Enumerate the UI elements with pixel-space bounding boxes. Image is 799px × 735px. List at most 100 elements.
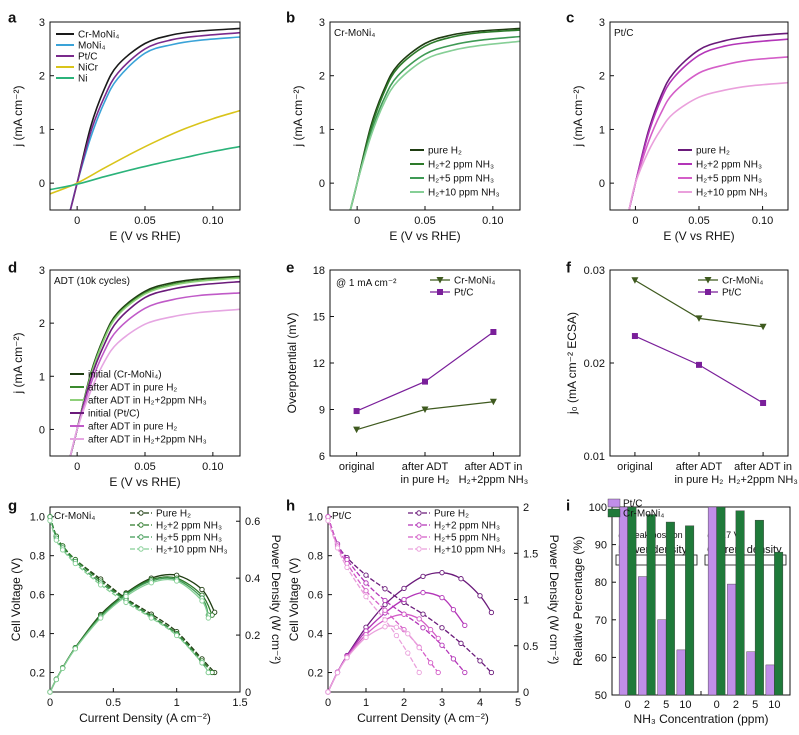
voltage-point xyxy=(72,560,78,567)
series-line xyxy=(50,145,240,191)
power-line xyxy=(49,576,213,693)
legend-label: pure H₂ xyxy=(428,146,462,157)
panel-a-y-ticks: 0 1 2 3 xyxy=(39,17,54,190)
x-tick-label-line2: H₂+2ppm NH₃ xyxy=(728,474,798,486)
legend-swatch xyxy=(607,508,621,518)
panel-b-ylabel: j (mA cm⁻²) xyxy=(291,86,305,148)
panel-h-title: Pt/C xyxy=(332,511,351,522)
y-tick-label: 0.01 xyxy=(584,451,605,463)
panel-b-plot xyxy=(349,27,520,210)
panel-h-y-ticks: 0.2 0.4 0.6 0.8 1.0 xyxy=(308,512,332,680)
bar xyxy=(618,506,628,696)
panel-g-right-ylabel: Power Density (W cm⁻²) xyxy=(269,535,283,665)
y-tick-label: 0.8 xyxy=(30,551,45,563)
voltage-line xyxy=(49,516,216,673)
voltage-point xyxy=(205,669,211,676)
y-tick-label: 0.6 xyxy=(308,590,323,602)
panel-g-x-ticks: 0 0.5 1 1.5 xyxy=(47,688,248,709)
panel-h-right-ylabel: Power Density (W cm⁻²) xyxy=(547,535,561,665)
voltage-point xyxy=(47,517,53,524)
voltage-point xyxy=(123,599,129,606)
x-tick-label: 0 xyxy=(74,461,80,473)
bar xyxy=(746,651,756,696)
x-tick-label: after ADT xyxy=(402,461,449,473)
y-tick-label: 0 xyxy=(245,687,251,699)
data-point xyxy=(353,426,361,434)
x-tick-label: 0.5 xyxy=(106,697,121,709)
legend-label: Ni xyxy=(78,74,87,85)
bar xyxy=(627,506,637,696)
x-tick-label: after ADT in xyxy=(464,461,522,473)
data-point xyxy=(421,406,429,413)
panel-h-right-y-ticks: 0 0.5 1 1.5 2 xyxy=(514,502,538,699)
power-point xyxy=(458,576,464,582)
legend-label: H₂+5 ppm NH₃ xyxy=(696,174,762,185)
y-tick-label: 0.4 xyxy=(30,629,45,641)
x-tick-label: 0.05 xyxy=(688,215,709,227)
legend-marker xyxy=(436,277,444,284)
panel-d-legend: initial (Cr-MoNi₄) after ADT in pure H₂ af… xyxy=(70,370,207,446)
data-point xyxy=(489,398,497,406)
bar xyxy=(707,506,717,696)
series-line xyxy=(69,308,240,456)
legend-label: H₂+10 ppm NH₃ xyxy=(156,545,228,556)
legend-label: H₂+10 ppm NH₃ xyxy=(428,188,500,199)
legend-label: Cr-MoNi₄ xyxy=(623,509,664,520)
y-tick-label: 1.0 xyxy=(308,512,323,524)
power-point xyxy=(401,585,407,592)
bar xyxy=(665,521,675,696)
y-tick-label: 70 xyxy=(595,615,607,627)
y-tick-label: 1 xyxy=(319,124,325,136)
panel-c-title: Pt/C xyxy=(614,28,633,39)
panel-c-xlabel: E (V vs RHE) xyxy=(663,229,734,243)
panel-letter-b: b xyxy=(286,9,295,26)
x-tick-label: 3 xyxy=(439,697,445,709)
y-tick-label: 60 xyxy=(595,652,607,664)
y-tick-label: 0.4 xyxy=(308,629,323,641)
panel-a-x-ticks: 0 0.05 0.10 xyxy=(74,206,224,227)
y-tick-label: 0.2 xyxy=(30,668,45,680)
panel-letter-f: f xyxy=(566,259,572,276)
x-tick-label-line2: H₂+2ppm NH₃ xyxy=(459,474,529,486)
panel-f-y-ticks: 0.01 0.02 0.03 xyxy=(584,265,614,463)
legend-marker xyxy=(138,510,144,516)
panel-e-ylabel: Overpotential (mV) xyxy=(285,313,299,414)
power-point xyxy=(427,626,434,633)
voltage-point xyxy=(148,615,154,621)
power-point xyxy=(325,689,331,695)
y-tick-label: 0.02 xyxy=(584,358,605,370)
series-line xyxy=(628,81,788,210)
power-point xyxy=(488,609,495,616)
x-tick-label-line2: in pure H₂ xyxy=(401,474,450,486)
panel-g-right-y-ticks: 0 0.2 0.4 0.6 xyxy=(236,516,260,699)
voltage-line xyxy=(49,520,209,673)
voltage-point xyxy=(199,660,205,666)
y-tick-label: 18 xyxy=(313,265,325,277)
panel-c-x-ticks: 0 0.05 0.10 xyxy=(632,206,773,227)
panel-i-ylabel: Relative Percentage (%) xyxy=(571,536,585,666)
panel-b-x-ticks: 0 0.05 0.10 xyxy=(354,206,504,227)
power-point xyxy=(405,631,411,637)
panel-c-plot xyxy=(628,32,788,210)
x-tick-label: 0.10 xyxy=(202,215,223,227)
legend-label: Pt/C xyxy=(623,499,642,510)
power-point xyxy=(205,615,211,621)
y-tick-label: 90 xyxy=(595,540,607,552)
group-box xyxy=(615,554,698,566)
x-tick-label: 0 xyxy=(47,697,53,709)
series-line xyxy=(349,40,520,210)
voltage-point xyxy=(416,669,422,676)
power-point xyxy=(344,655,350,661)
x-tick-label: 2 xyxy=(401,697,407,709)
voltage-line xyxy=(327,520,420,673)
power-point xyxy=(174,578,180,584)
panel-g-ylabel: Cell Voltage (V) xyxy=(9,558,23,641)
panel-a-ylabel: j (mA cm⁻²) xyxy=(11,86,25,148)
power-point xyxy=(477,593,483,599)
voltage-point xyxy=(98,582,104,588)
legend-label: H₂+5 ppm NH₃ xyxy=(156,533,222,544)
x-tick-label: 10 xyxy=(768,699,780,711)
